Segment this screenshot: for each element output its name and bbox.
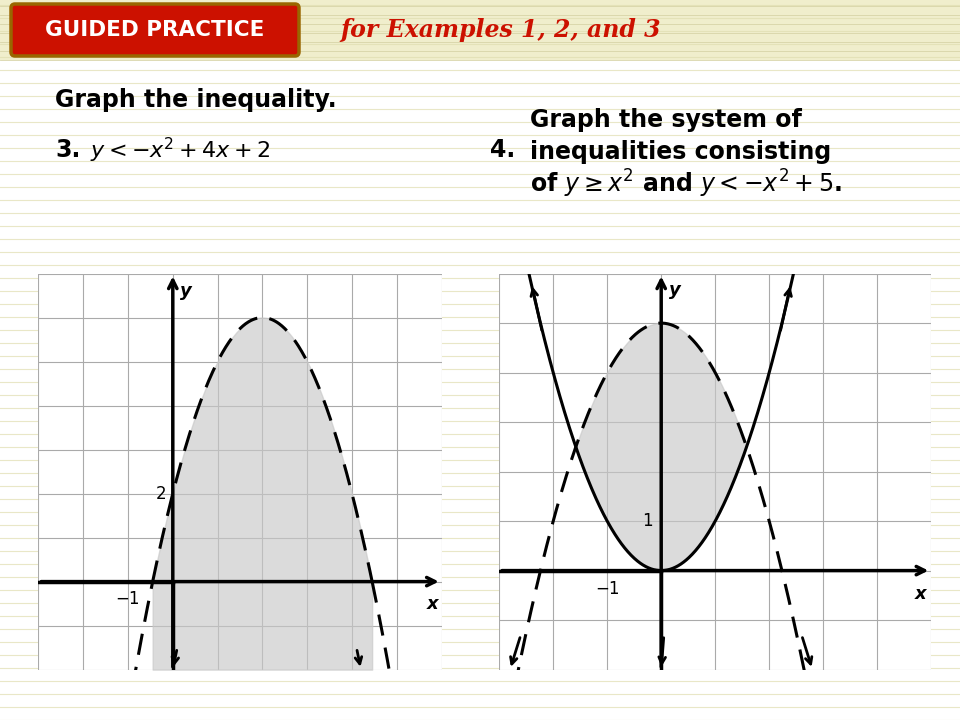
Text: for Examples 1, 2, and 3: for Examples 1, 2, and 3: [340, 18, 660, 42]
Text: Graph the inequality.: Graph the inequality.: [55, 88, 337, 112]
Text: GUIDED PRACTICE: GUIDED PRACTICE: [45, 20, 265, 40]
Text: 3.: 3.: [55, 138, 81, 162]
Text: −1: −1: [595, 580, 619, 598]
Text: 2: 2: [156, 485, 166, 503]
Text: 4.: 4.: [490, 138, 516, 162]
Text: Graph the system of: Graph the system of: [530, 108, 802, 132]
Text: y: y: [669, 281, 681, 299]
Text: −1: −1: [116, 590, 140, 608]
Bar: [0, 0, 960, 60]
FancyBboxPatch shape: [11, 4, 299, 56]
Text: x: x: [915, 585, 926, 603]
Text: y: y: [180, 282, 191, 300]
Text: of $y \geq x^2$ and $y < -x^2 + 5$.: of $y \geq x^2$ and $y < -x^2 + 5$.: [530, 168, 842, 200]
Text: x: x: [427, 595, 439, 613]
Text: 1: 1: [642, 512, 653, 530]
Text: $y < -x^2 + 4x + 2$: $y < -x^2 + 4x + 2$: [90, 135, 270, 165]
Text: inequalities consisting: inequalities consisting: [530, 140, 831, 164]
